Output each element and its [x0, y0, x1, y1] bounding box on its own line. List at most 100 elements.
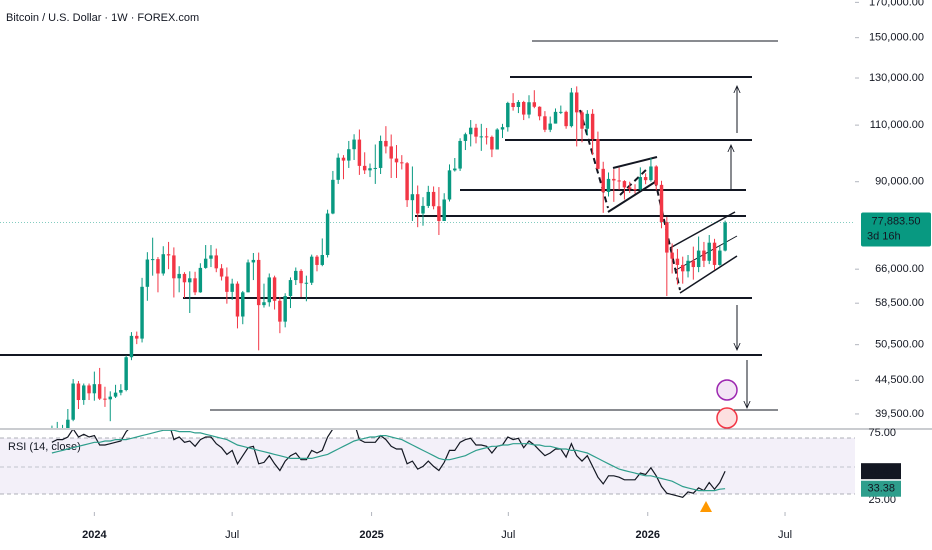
candle-body — [627, 187, 632, 190]
candle-body — [490, 136, 494, 150]
candle-body — [696, 250, 701, 268]
candle-body — [124, 357, 128, 391]
candle-body — [140, 286, 144, 339]
x-tick-label: 2025 — [359, 529, 383, 541]
candle-body — [61, 429, 64, 430]
candle-body — [410, 194, 415, 201]
x-tick-label: Jul — [778, 529, 792, 541]
candle-body — [362, 165, 367, 171]
candle-body — [320, 255, 325, 265]
candle-body — [246, 262, 250, 293]
candle-body — [156, 259, 160, 274]
candle-body — [341, 157, 346, 161]
y-tick-label: 58,500.00 — [875, 297, 924, 309]
candle-body — [516, 102, 521, 108]
candle-body — [230, 283, 234, 292]
candle-body — [431, 191, 436, 207]
candle-body — [564, 111, 568, 127]
candle-body — [394, 158, 399, 163]
x-tick-label: Jul — [225, 529, 239, 541]
candle-body — [484, 136, 489, 138]
candle-body — [559, 111, 563, 113]
candle-body — [66, 419, 70, 428]
dashed-path — [654, 179, 681, 291]
candle-body — [315, 256, 319, 265]
candle-body — [384, 140, 388, 147]
candle-body — [103, 398, 107, 400]
x-tick-label: Jul — [501, 529, 515, 541]
candle-body — [400, 162, 404, 164]
candle-body — [172, 255, 176, 279]
rsi-title: RSI (14, close) — [8, 441, 81, 453]
candle-body — [119, 390, 123, 393]
candle-body — [203, 258, 208, 268]
candle-body — [574, 92, 579, 113]
candle-body — [309, 256, 314, 283]
y-tick-label: 50,500.00 — [875, 339, 924, 351]
candle-body — [56, 430, 59, 432]
candle-body — [373, 167, 378, 169]
candle-body — [426, 191, 431, 206]
y-tick-label: 39,500.00 — [875, 408, 924, 420]
candle-body — [500, 127, 505, 130]
candle-body — [675, 258, 680, 265]
candle-body — [468, 127, 473, 135]
rsi-value-box — [861, 463, 901, 480]
candle-body — [288, 280, 293, 297]
candle-body — [299, 270, 303, 284]
candle-body — [691, 260, 696, 268]
candle-body — [543, 116, 547, 130]
candle-body — [527, 102, 531, 115]
candle-body — [87, 385, 91, 394]
y-tick-label: 130,000.00 — [869, 72, 924, 84]
warning-icon[interactable] — [700, 501, 712, 512]
candle-body — [596, 139, 600, 169]
dashed-path — [619, 167, 649, 196]
candle-body — [219, 268, 224, 277]
candle-body — [590, 113, 595, 140]
candle-body — [659, 184, 664, 223]
candle-body — [421, 205, 425, 214]
countdown: 3d 16h — [867, 230, 901, 242]
candle-body — [606, 178, 611, 192]
candle-body — [437, 206, 441, 221]
candle-body — [92, 384, 97, 394]
candle-body — [97, 384, 102, 399]
candle-body — [707, 242, 711, 261]
candle-body — [108, 396, 112, 400]
candle-body — [617, 180, 621, 182]
candle-body — [580, 112, 584, 129]
candle-body — [193, 278, 197, 293]
candle-body — [241, 292, 245, 317]
trend-line — [675, 235, 738, 271]
candle-body — [283, 296, 287, 322]
candle-body — [209, 255, 213, 259]
last-price-box — [861, 212, 931, 247]
economic-event-icon[interactable] — [716, 407, 738, 429]
candle-body — [262, 302, 266, 306]
candle-body — [447, 170, 452, 200]
trend-line — [679, 255, 738, 294]
candle-body — [325, 213, 330, 256]
candle-body — [463, 134, 468, 141]
candle-body — [654, 166, 658, 185]
y-tick-label: 150,000.00 — [869, 32, 924, 44]
candle-body — [145, 259, 150, 287]
candle-body — [347, 149, 351, 161]
candle-body — [553, 111, 558, 124]
event-icon[interactable] — [716, 379, 738, 401]
candle-body — [225, 276, 229, 292]
candle-body — [214, 255, 218, 269]
candle-body — [649, 166, 653, 181]
trend-line — [607, 181, 656, 213]
candle-body — [718, 250, 722, 265]
candle-body — [601, 168, 605, 192]
candle-body — [723, 222, 727, 251]
y-tick-label: 25.00 — [868, 494, 896, 506]
rsi-value-label: 33.38 — [867, 483, 895, 495]
y-tick-label: 44,500.00 — [875, 374, 924, 386]
y-tick-label: 90,000.00 — [875, 176, 924, 188]
candle-body — [336, 157, 340, 180]
candle-body — [622, 181, 627, 188]
candle-body — [251, 259, 256, 263]
